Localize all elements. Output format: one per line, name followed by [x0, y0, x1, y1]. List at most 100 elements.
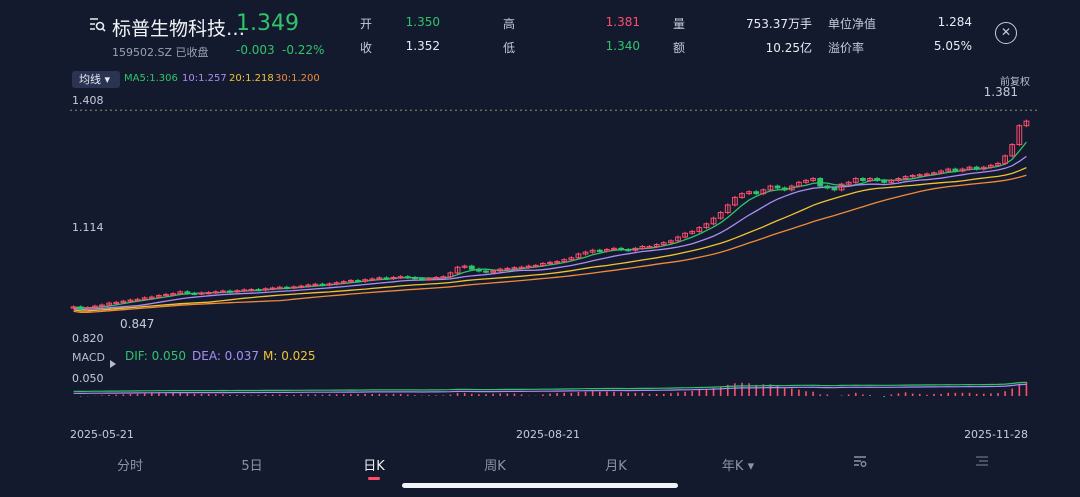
candle-body	[795, 181, 802, 187]
candle-body	[1002, 155, 1009, 164]
x-axis-label-0: 2025-05-21	[70, 428, 134, 441]
candle-body	[845, 181, 852, 185]
candle-body	[909, 175, 916, 178]
candle-body	[319, 283, 326, 286]
max-price-label: 1.381	[984, 85, 1018, 99]
candle-body	[433, 276, 440, 280]
security-name[interactable]: 标普生物科技…	[112, 18, 246, 40]
candle-body	[767, 185, 774, 191]
candle-body	[532, 264, 539, 268]
tab-3[interactable]: 周K	[484, 459, 506, 474]
candle-body	[184, 291, 191, 294]
candle-body	[127, 299, 134, 302]
candle-body	[120, 300, 127, 303]
candle-body	[774, 185, 781, 189]
candle-body	[724, 204, 731, 214]
close-icon[interactable]: ✕	[995, 22, 1017, 44]
indicator-selector[interactable]: 均线 ▾	[72, 71, 120, 88]
candle-body	[881, 179, 888, 183]
macd-dea: DEA: 0.037	[192, 349, 260, 363]
candle-body	[397, 276, 404, 279]
candle-body	[198, 292, 205, 295]
candle-body	[461, 265, 468, 268]
candle-body	[923, 173, 930, 176]
tab-4[interactable]: 月K	[605, 459, 627, 474]
candle-body	[838, 183, 845, 191]
candle-body	[305, 284, 312, 287]
stat-value: 5.05%	[933, 39, 972, 53]
candle-body	[1009, 144, 1016, 157]
stat-label: 开	[360, 17, 373, 31]
stat-label: 单位净值	[828, 17, 877, 31]
candle-body	[746, 191, 753, 195]
layout-toggle-icon[interactable]	[975, 455, 989, 472]
indicator-settings-icon[interactable]	[853, 455, 867, 472]
candle-body	[717, 212, 724, 219]
stat-value: 1.284	[937, 15, 972, 29]
candle-body	[731, 196, 738, 206]
macd-dea-line	[73, 383, 1027, 395]
stat-value: 1.340	[605, 39, 640, 53]
candle-body	[390, 276, 397, 280]
search-icon[interactable]	[88, 16, 106, 34]
stat-label: 高	[503, 17, 516, 31]
macd-m: M: 0.025	[263, 349, 316, 363]
ma-legend-item: 10:1.257	[182, 73, 227, 84]
active-tab-indicator	[368, 477, 380, 480]
security-code: 159502.SZ 已收盘	[112, 46, 209, 59]
candle-body	[603, 249, 610, 252]
tab-5[interactable]: 年K ▾	[721, 459, 755, 474]
stat-label: 溢价率	[828, 41, 865, 55]
stat-label: 收	[360, 41, 373, 55]
candle-body	[973, 166, 980, 170]
candle-body	[483, 270, 489, 273]
x-axis-label-2: 2025-11-28	[964, 428, 1028, 441]
candle-body	[952, 168, 959, 172]
candle-body	[539, 262, 546, 266]
stat-value: 1.350	[405, 15, 440, 29]
adjust-mode[interactable]: 前复权	[1000, 77, 1030, 88]
candle-body	[895, 178, 902, 181]
macd-dif-line	[73, 381, 1027, 393]
candle-body	[753, 191, 760, 195]
candle-body	[255, 289, 262, 292]
candle-body	[518, 266, 525, 269]
candle-body	[77, 306, 84, 310]
macd-arrow-icon[interactable]	[109, 353, 117, 372]
candle-body	[696, 227, 703, 232]
candle-body	[219, 290, 226, 293]
candle-body	[596, 249, 603, 252]
candle-body	[632, 247, 639, 251]
candle-body	[547, 261, 553, 265]
stat-value: 10.25亿	[765, 41, 812, 55]
candle-body	[283, 286, 290, 289]
candle-body	[760, 189, 767, 195]
candle-body	[675, 236, 681, 242]
candle-body	[362, 279, 369, 282]
candle-body	[411, 276, 418, 280]
candle-body	[475, 268, 482, 272]
stat-value: 753.37万手	[746, 17, 812, 31]
candle-body	[234, 290, 241, 293]
candle-body	[582, 251, 589, 255]
tab-1[interactable]: 5日	[241, 459, 263, 474]
candle-body	[84, 307, 91, 310]
candle-body	[426, 278, 433, 281]
candle-body	[888, 179, 895, 183]
tab-0[interactable]: 分时	[116, 459, 144, 474]
candle-body	[504, 267, 511, 271]
candle-body	[155, 295, 162, 298]
candle-body	[440, 276, 447, 279]
candle-body	[667, 240, 674, 244]
tab-2[interactable]: 日K	[363, 459, 385, 474]
candle-body	[212, 291, 219, 294]
candle-body	[333, 282, 340, 285]
candle-body	[561, 259, 568, 263]
candle-body	[312, 283, 319, 286]
candle-body	[987, 164, 994, 168]
candle-body	[945, 168, 952, 172]
candle-body	[1016, 125, 1023, 146]
candle-body	[326, 283, 333, 286]
candle-body	[867, 178, 873, 181]
